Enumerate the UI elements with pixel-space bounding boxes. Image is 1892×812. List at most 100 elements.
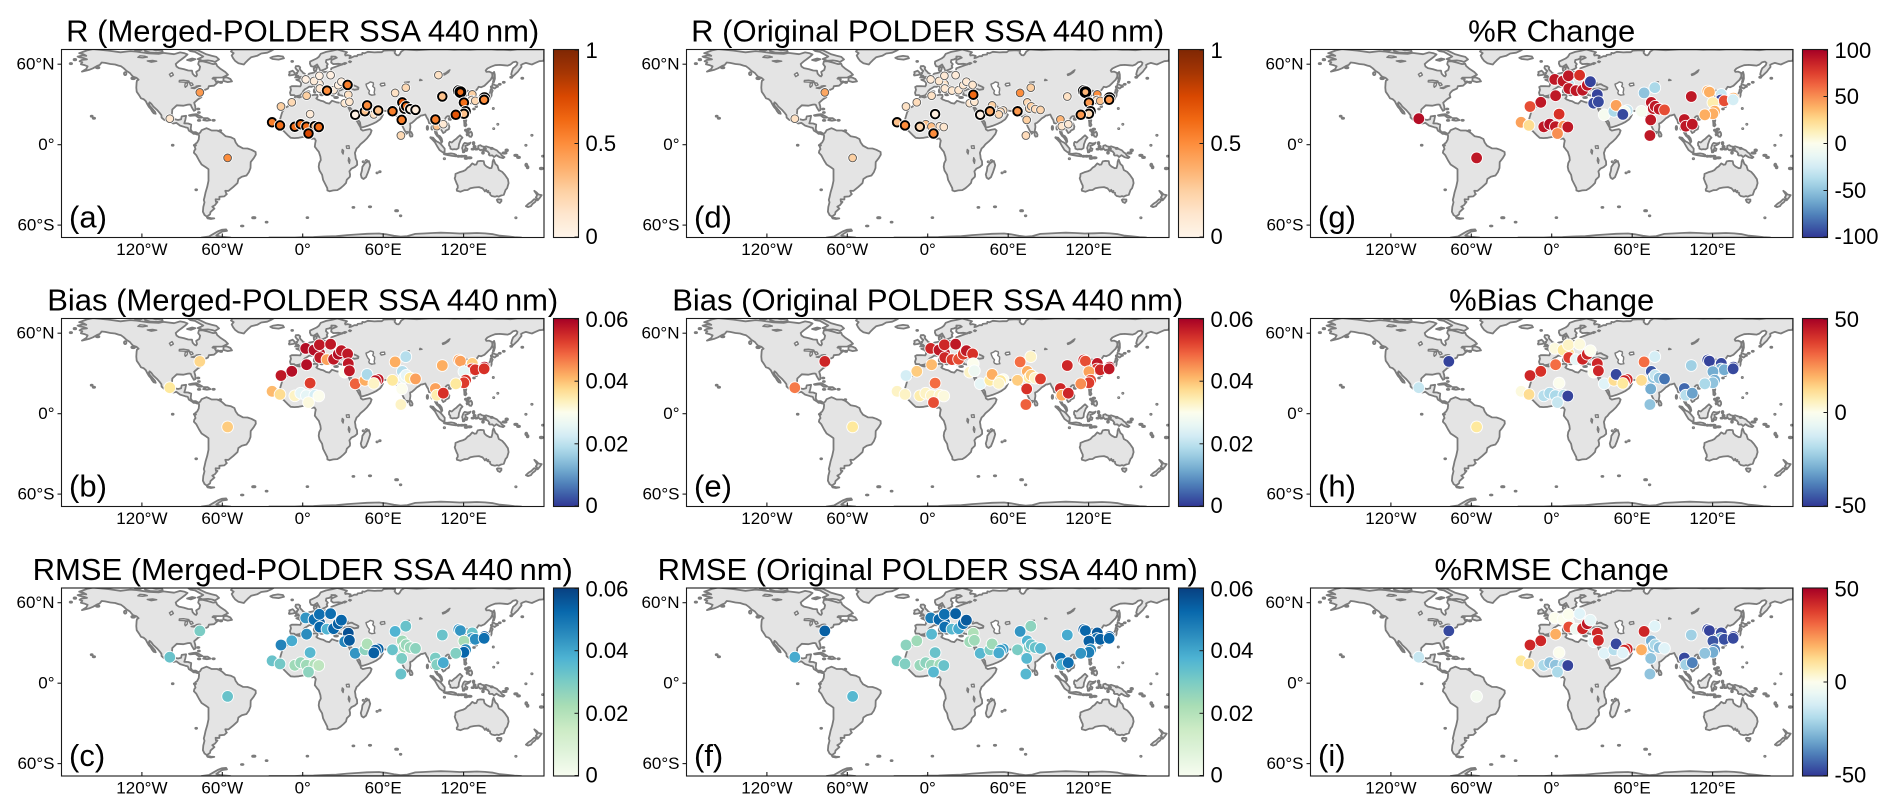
svg-text:0°: 0° xyxy=(920,779,936,798)
svg-text:60°E: 60°E xyxy=(990,779,1027,798)
svg-text:(d): (d) xyxy=(694,200,732,235)
svg-text:0.02: 0.02 xyxy=(586,701,629,726)
svg-text:0°: 0° xyxy=(38,674,54,693)
svg-text:100: 100 xyxy=(1835,38,1872,63)
svg-text:0.06: 0.06 xyxy=(1211,577,1254,602)
svg-text:60°N: 60°N xyxy=(17,593,55,612)
svg-text:0°: 0° xyxy=(663,674,679,693)
svg-text:60°N: 60°N xyxy=(642,55,680,74)
svg-text:0°: 0° xyxy=(1287,674,1303,693)
svg-text:0: 0 xyxy=(586,763,598,788)
svg-text:50: 50 xyxy=(1835,84,1859,109)
svg-text:60°W: 60°W xyxy=(826,509,868,528)
svg-text:60°S: 60°S xyxy=(1266,216,1303,235)
svg-text:60°W: 60°W xyxy=(826,240,868,259)
svg-text:0.5: 0.5 xyxy=(1211,131,1242,156)
svg-text:60°S: 60°S xyxy=(642,754,679,773)
svg-text:(f): (f) xyxy=(694,738,723,773)
svg-text:60°N: 60°N xyxy=(17,55,55,74)
svg-text:0: 0 xyxy=(1835,670,1847,695)
svg-text:60°S: 60°S xyxy=(642,485,679,504)
svg-text:RMSE (Original POLDER SSA 440: RMSE (Original POLDER SSA 440 nm) xyxy=(658,552,1198,587)
svg-text:120°E: 120°E xyxy=(1689,779,1736,798)
svg-text:-50: -50 xyxy=(1835,763,1867,788)
svg-text:R (Original POLDER SSA 440 nm): R (Original POLDER SSA 440 nm) xyxy=(691,14,1164,49)
svg-text:Bias (Merged-POLDER SSA 440 nm: Bias (Merged-POLDER SSA 440 nm) xyxy=(47,283,558,318)
svg-text:120°W: 120°W xyxy=(1365,779,1416,798)
svg-text:60°W: 60°W xyxy=(826,779,868,798)
svg-text:120°E: 120°E xyxy=(1065,509,1112,528)
svg-text:Bias (Original POLDER SSA 440: Bias (Original POLDER SSA 440 nm) xyxy=(672,283,1183,318)
svg-text:120°W: 120°W xyxy=(1365,240,1416,259)
svg-text:60°S: 60°S xyxy=(642,216,679,235)
svg-text:60°N: 60°N xyxy=(1266,593,1304,612)
svg-text:120°W: 120°W xyxy=(741,779,792,798)
svg-text:1: 1 xyxy=(586,38,598,63)
svg-text:60°S: 60°S xyxy=(17,216,54,235)
svg-text:0.06: 0.06 xyxy=(1211,307,1254,332)
svg-text:60°E: 60°E xyxy=(1614,779,1651,798)
svg-text:%RMSE Change: %RMSE Change xyxy=(1435,552,1669,587)
svg-text:0.04: 0.04 xyxy=(586,369,629,394)
svg-text:0°: 0° xyxy=(1544,240,1560,259)
svg-text:1: 1 xyxy=(1211,38,1223,63)
svg-text:0°: 0° xyxy=(38,404,54,423)
svg-text:60°E: 60°E xyxy=(365,779,402,798)
svg-text:60°W: 60°W xyxy=(201,509,243,528)
svg-text:120°E: 120°E xyxy=(440,779,487,798)
svg-text:0: 0 xyxy=(586,224,598,249)
svg-text:60°N: 60°N xyxy=(642,593,680,612)
svg-text:120°W: 120°W xyxy=(116,509,167,528)
svg-text:60°W: 60°W xyxy=(201,240,243,259)
svg-text:60°E: 60°E xyxy=(365,509,402,528)
svg-text:120°W: 120°W xyxy=(741,240,792,259)
svg-text:60°E: 60°E xyxy=(990,240,1027,259)
svg-text:0°: 0° xyxy=(663,404,679,423)
svg-text:120°E: 120°E xyxy=(1689,240,1736,259)
svg-text:0°: 0° xyxy=(295,779,311,798)
svg-text:0°: 0° xyxy=(1544,779,1560,798)
svg-text:120°E: 120°E xyxy=(1065,779,1112,798)
svg-text:(b): (b) xyxy=(69,469,107,504)
svg-text:50: 50 xyxy=(1835,577,1859,602)
svg-text:0: 0 xyxy=(1211,224,1223,249)
svg-text:60°S: 60°S xyxy=(1266,485,1303,504)
svg-text:60°W: 60°W xyxy=(1450,509,1492,528)
svg-text:0.06: 0.06 xyxy=(586,577,629,602)
svg-text:60°W: 60°W xyxy=(201,779,243,798)
svg-text:0°: 0° xyxy=(920,240,936,259)
svg-text:0: 0 xyxy=(1211,493,1223,518)
svg-text:R (Merged-POLDER SSA 440 nm): R (Merged-POLDER SSA 440 nm) xyxy=(66,14,539,49)
svg-text:(h): (h) xyxy=(1318,469,1356,504)
svg-text:0°: 0° xyxy=(295,509,311,528)
svg-text:0°: 0° xyxy=(1544,509,1560,528)
svg-text:60°S: 60°S xyxy=(17,754,54,773)
svg-text:60°S: 60°S xyxy=(17,485,54,504)
svg-text:120°W: 120°W xyxy=(741,509,792,528)
svg-text:(e): (e) xyxy=(694,469,732,504)
svg-text:0.04: 0.04 xyxy=(1211,369,1254,394)
svg-text:60°S: 60°S xyxy=(1266,754,1303,773)
svg-text:60°N: 60°N xyxy=(17,324,55,343)
svg-text:(g): (g) xyxy=(1318,200,1356,235)
svg-text:(i): (i) xyxy=(1318,738,1346,773)
svg-text:(c): (c) xyxy=(69,738,105,773)
svg-text:120°E: 120°E xyxy=(440,240,487,259)
svg-text:60°N: 60°N xyxy=(642,324,680,343)
svg-text:60°E: 60°E xyxy=(1614,509,1651,528)
svg-text:0: 0 xyxy=(1835,400,1847,425)
svg-text:0.04: 0.04 xyxy=(586,638,629,663)
svg-text:120°E: 120°E xyxy=(1689,509,1736,528)
svg-text:60°W: 60°W xyxy=(1450,240,1492,259)
svg-text:50: 50 xyxy=(1835,307,1859,332)
svg-text:0.02: 0.02 xyxy=(586,431,629,456)
svg-text:60°N: 60°N xyxy=(1266,55,1304,74)
svg-text:120°W: 120°W xyxy=(1365,509,1416,528)
svg-text:%R Change: %R Change xyxy=(1468,14,1635,49)
svg-text:0°: 0° xyxy=(295,240,311,259)
svg-text:120°W: 120°W xyxy=(116,779,167,798)
svg-text:0.5: 0.5 xyxy=(586,131,617,156)
svg-text:120°E: 120°E xyxy=(440,509,487,528)
svg-text:0.02: 0.02 xyxy=(1211,431,1254,456)
svg-text:-100: -100 xyxy=(1835,224,1879,249)
